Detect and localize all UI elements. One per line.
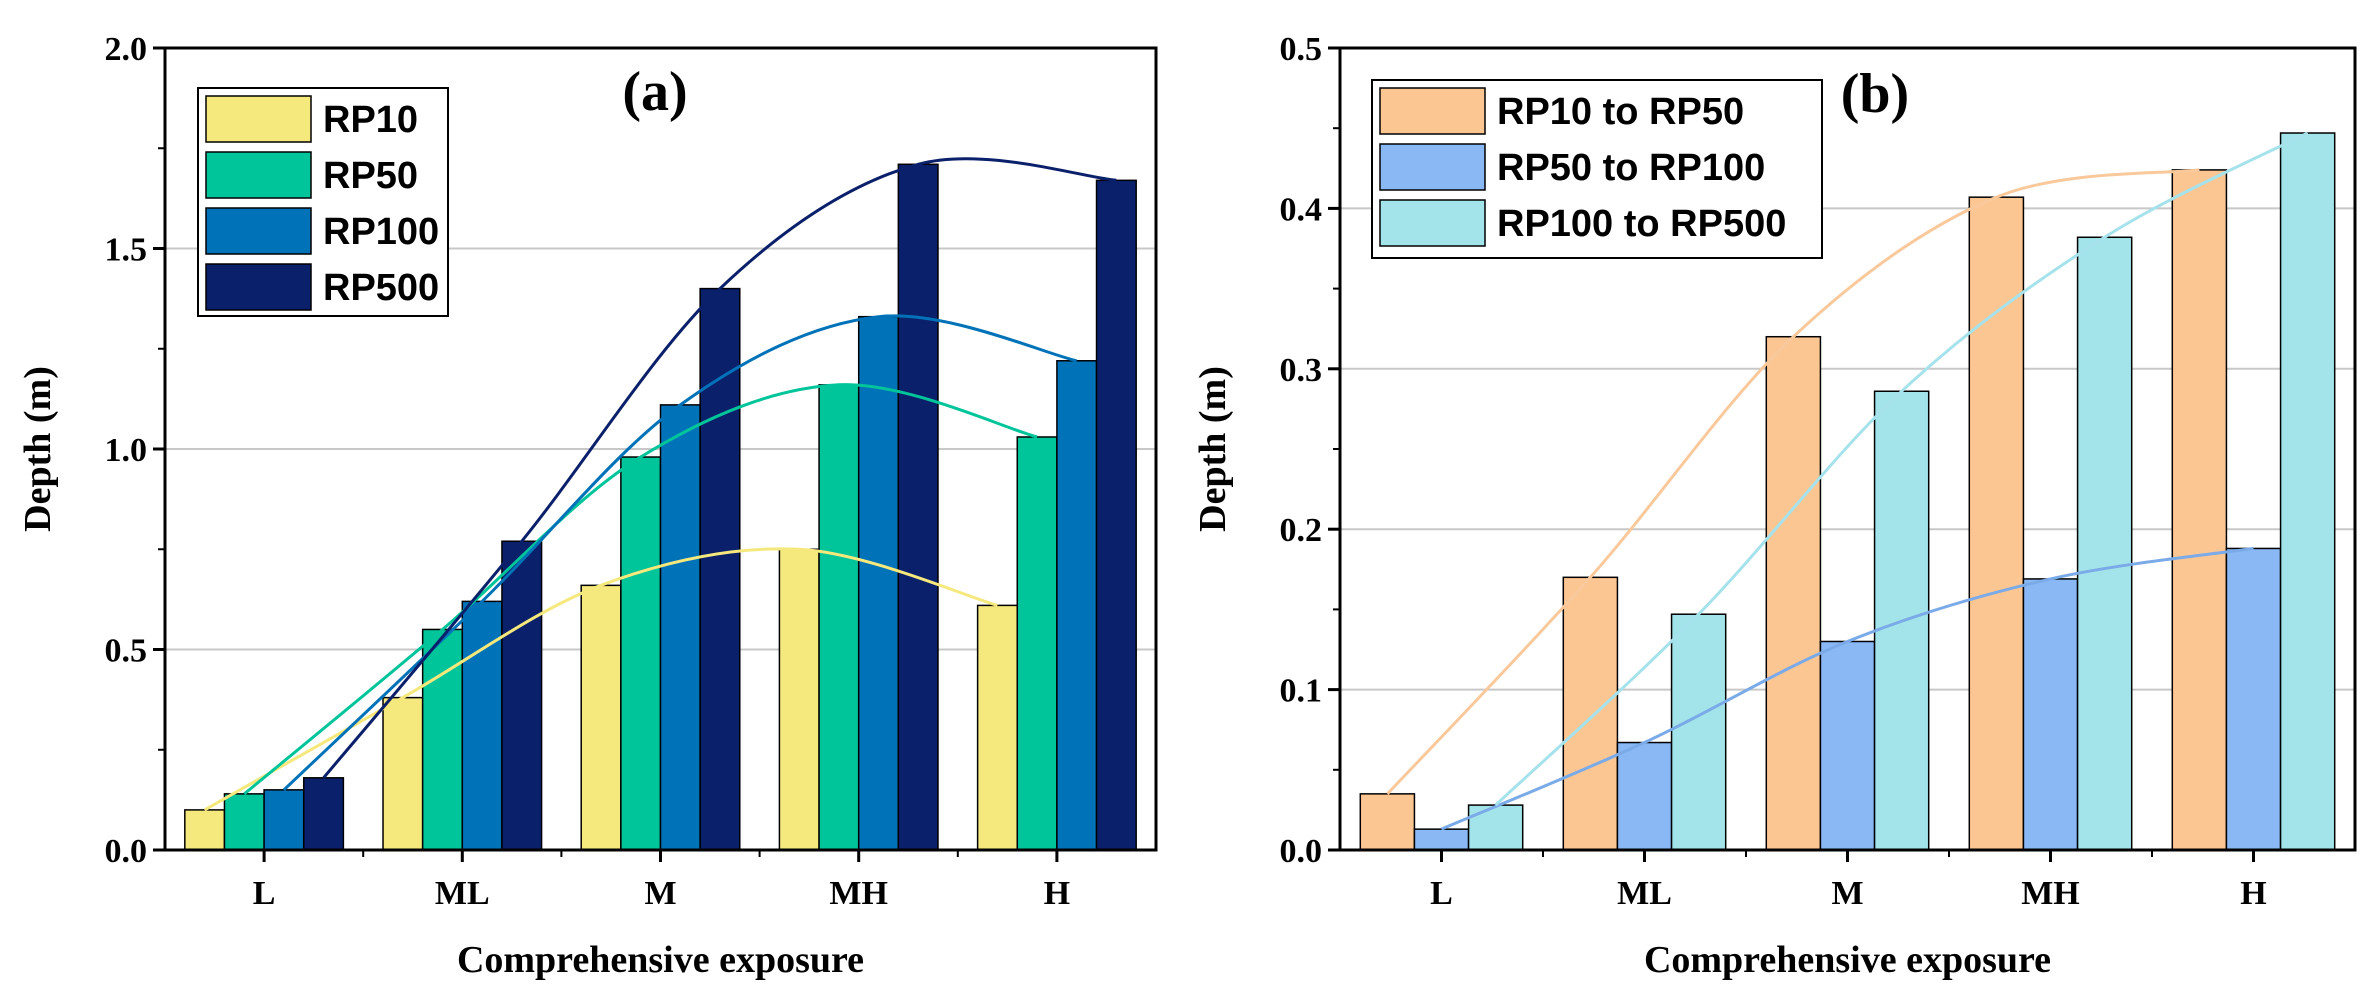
bar-rp100-to-rp500-l [1467,804,1524,851]
bar-rp100-to-rp500-mh [2076,236,2133,851]
x-tick-label: H [1044,875,1070,912]
x-tick-label: H [2240,875,2266,912]
y-tick-label: 0.3 [1280,352,1323,389]
bar-rp500-m [699,287,741,851]
y-axis-title: Depth (m) [1192,366,1234,532]
bar-rp50-l [223,793,265,851]
y-axis-ticks: 0.0 0.1 0.2 0.3 0.4 0.5 [1280,31,1340,870]
bar-rp100-h [1056,360,1098,851]
bar-rp50-to-rp100-mh [2022,578,2079,851]
legend-label: RP10 [323,99,418,141]
trend-line-rp500 [322,157,1117,779]
y-tick-label: 0.2 [1280,512,1323,549]
bar-rp50-mh [818,384,860,851]
bar-rp10-to-rp50-mh [1968,196,2025,851]
x-axis-ticks: L ML M MH H [253,850,1070,912]
bar-rp10-l [184,809,226,851]
trend-lines [1386,131,2309,831]
legend: RP10 RP50 RP100 RP500 [197,87,449,317]
trend-line-rp100 [282,314,1078,791]
y-tick-label: 2.0 [105,31,148,68]
x-axis-ticks: L ML M MH H [1430,850,2267,912]
x-tick-label: M [1831,875,1863,912]
panel-label: (b) [1841,63,1909,125]
chart-b: 0.0 0.1 0.2 0.3 0.4 0.5 L ML M MH H Comprehensive e… [1192,31,2357,981]
y-tick-label: 0.4 [1280,191,1323,228]
x-tick-label: ML [1617,875,1672,912]
x-tick-label: ML [435,875,490,912]
bar-rp10-m [580,584,622,851]
legend-swatch [205,263,312,311]
bar-rp50-to-rp100-h [2225,547,2282,851]
bar-rp500-ml [501,540,543,851]
bar-rp100-to-rp500-h [2279,132,2336,851]
legend-label: RP10 to RP50 [1497,91,1744,133]
trend-line-rp50 [243,383,1038,796]
bar-rp10-to-rp50-m [1765,335,1822,851]
legend-swatch [205,95,312,143]
bar-rp100-to-rp500-ml [1670,613,1727,851]
bar-rp100-mh [857,315,900,851]
x-axis-title: Comprehensive exposure [1644,939,2051,981]
legend-label: RP100 to RP500 [1497,203,1786,245]
bars [184,163,1137,851]
bar-rp500-l [302,777,345,851]
bar-rp10-mh [778,548,820,851]
bar-rp50-ml [421,628,464,851]
y-tick-label: 0.0 [1280,833,1323,870]
panel-label: (a) [622,61,687,123]
trend-line-rp100-to-rp500 [1494,131,2309,807]
bar-rp50-to-rp100-l [1413,828,1470,851]
trend-line-rp10-to-rp50 [1386,168,2200,795]
bar-rp10-to-rp50-h [2171,169,2228,851]
y-tick-label: 0.5 [105,633,148,670]
chart-a: 0.0 0.5 1.0 1.5 2.0 L ML M MH H Comprehensive expo… [17,31,1158,981]
bar-rp500-mh [897,163,939,851]
y-axis-ticks: 0.0 0.5 1.0 1.5 2.0 [105,31,165,870]
bar-rp100-l [263,789,305,851]
bar-rp500-h [1095,179,1137,851]
y-tick-label: 0.5 [1280,31,1323,68]
bar-rp100-m [659,404,701,851]
legend: RP10 to RP50 RP50 to RP100 RP100 to RP500 [1371,79,1823,259]
legend-label: RP100 [323,211,439,253]
legend-swatch [205,151,312,199]
bar-rp50-to-rp100-ml [1616,741,1673,851]
legend-swatch [205,207,312,255]
x-tick-label: MH [2021,875,2080,912]
x-tick-label: L [1430,875,1453,912]
legend-swatch [1379,87,1486,135]
bar-rp10-to-rp50-ml [1562,576,1619,851]
x-tick-label: L [253,875,276,912]
legend-swatch [1379,143,1486,191]
trend-lines [203,157,1117,812]
trend-line-rp50-to-rp100 [1440,546,2254,831]
plot-frame [163,46,1158,852]
bars [1359,132,2336,851]
legend-swatch [1379,199,1486,247]
x-tick-label: MH [829,875,888,912]
bar-rp10-h [976,604,1019,851]
bar-rp10-to-rp50-l [1359,793,1416,851]
bar-rp100-ml [461,600,503,851]
y-tick-label: 0.1 [1280,673,1323,710]
x-tick-label: M [644,875,676,912]
bar-rp10-ml [382,696,424,851]
y-tick-label: 0.0 [105,833,148,870]
legend-label: RP500 [323,267,439,309]
legend-label: RP50 to RP100 [1497,147,1765,189]
y-tick-label: 1.5 [105,232,148,269]
y-tick-label: 1.0 [105,432,148,469]
bar-rp50-h [1016,436,1058,851]
trend-line-rp10 [203,547,998,812]
x-axis-title: Comprehensive exposure [457,939,864,981]
bar-rp50-to-rp100-m [1819,640,1876,851]
legend-label: RP50 [323,155,418,197]
plot-frame [1338,46,2357,852]
bar-rp50-m [620,456,662,851]
y-axis-title: Depth (m) [17,366,59,532]
